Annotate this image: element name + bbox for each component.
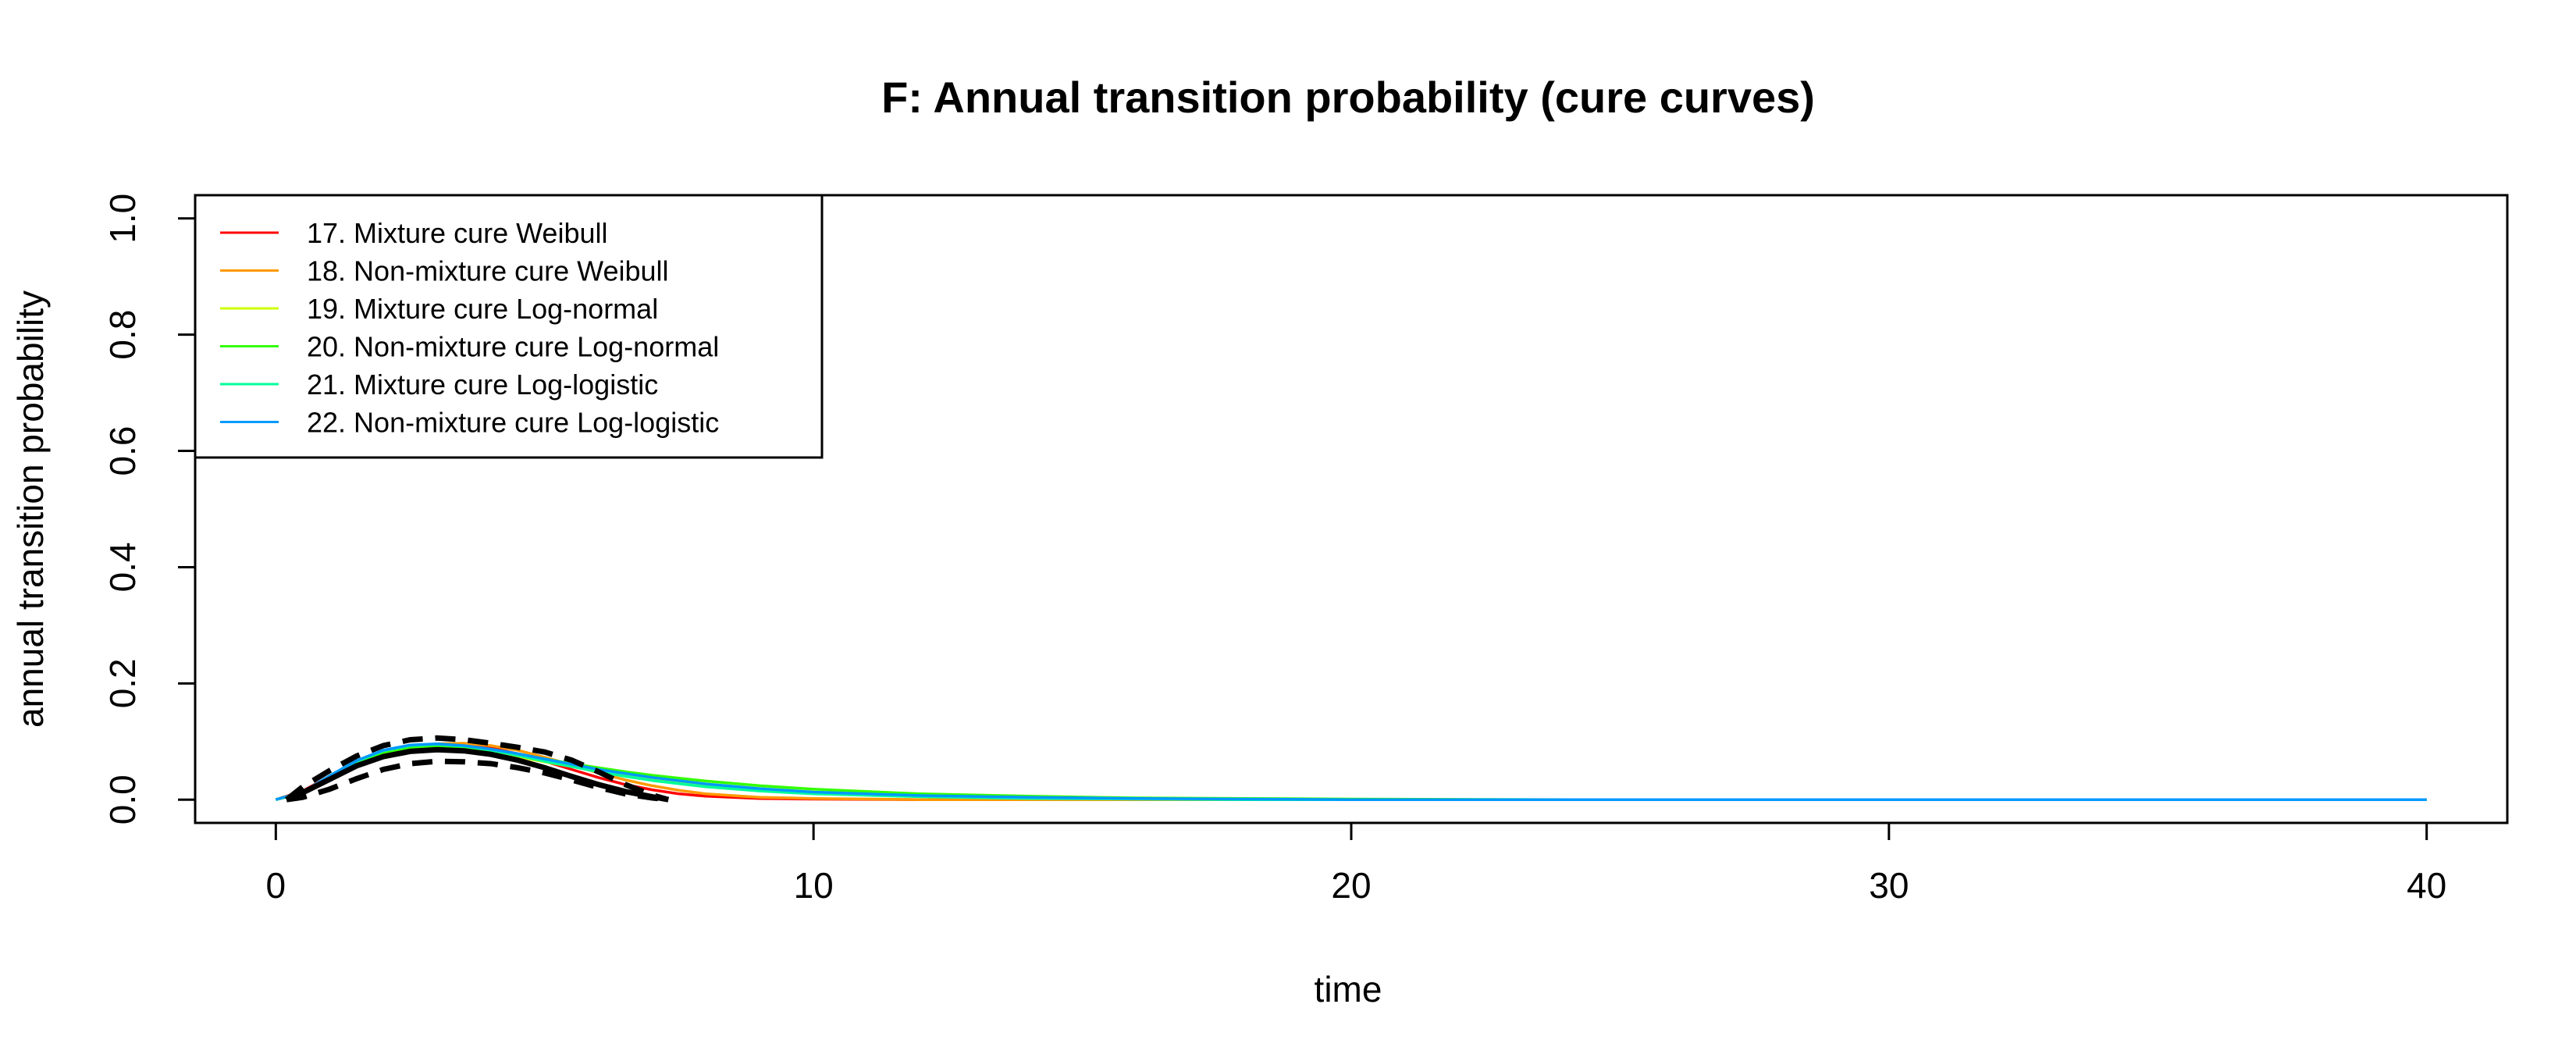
y-tick-label: 0.8 xyxy=(102,310,143,360)
x-tick-label: 0 xyxy=(266,865,286,906)
legend-label: 17. Mixture cure Weibull xyxy=(307,217,608,249)
y-tick-label: 0.0 xyxy=(102,774,143,824)
y-axis-label: annual transition probability xyxy=(10,290,51,728)
legend-box xyxy=(194,194,824,459)
y-tick-label: 1.0 xyxy=(102,194,143,244)
y-axis: 0.0 0.2 0.4 0.6 0.8 1.0 xyxy=(102,194,197,824)
y-tick-label: 0.4 xyxy=(102,542,143,592)
legend-label: 22. Non-mixture cure Log-logistic xyxy=(307,407,719,439)
legend-label: 21. Mixture cure Log-logistic xyxy=(307,369,658,401)
plot-area xyxy=(275,735,2427,803)
legend: 17. Mixture cure Weibull 18. Non-mixture … xyxy=(194,194,824,459)
observed-upper-ci-line xyxy=(284,735,670,803)
legend-label: 18. Non-mixture cure Weibull xyxy=(307,255,669,287)
x-axis: 0 10 20 30 40 xyxy=(266,821,2446,906)
y-tick-label: 0.2 xyxy=(102,658,143,708)
x-tick-label: 30 xyxy=(1869,865,1909,906)
chart-title: F: Annual transition probability (cure c… xyxy=(881,73,1815,122)
x-tick-label: 10 xyxy=(794,865,834,906)
series-line-6 xyxy=(275,742,2427,801)
x-axis-label: time xyxy=(1315,969,1382,1009)
x-tick-label: 40 xyxy=(2407,865,2446,906)
legend-label: 20. Non-mixture cure Log-normal xyxy=(307,331,719,363)
observed-estimate-line xyxy=(285,746,669,803)
legend-label: 19. Mixture cure Log-normal xyxy=(307,293,658,325)
y-tick-label: 0.6 xyxy=(102,426,143,476)
x-tick-label: 20 xyxy=(1331,865,1371,906)
